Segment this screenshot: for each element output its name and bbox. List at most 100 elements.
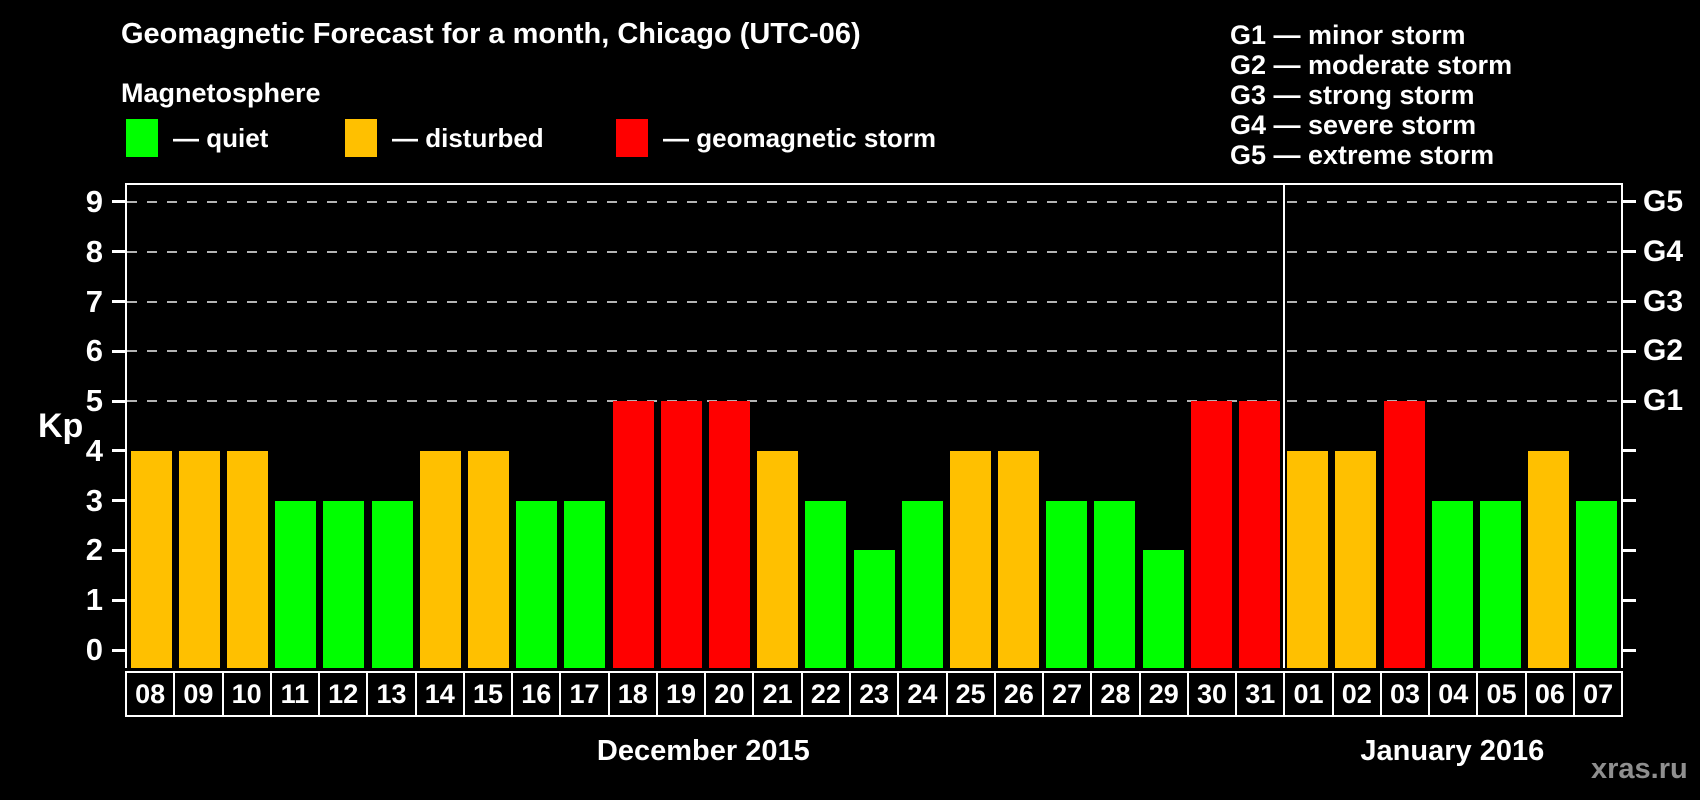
day-label: 01 <box>1283 671 1334 717</box>
kp-bar-day-07 <box>1576 500 1618 668</box>
kp-bar-day-03 <box>1383 401 1425 668</box>
x-axis-day-labels: 08 09 10 11 12 13 14 15 16 17 18 19 20 21 22 23 24 25 26 27… <box>125 671 1624 717</box>
quiet-color-swatch <box>126 119 158 157</box>
y-axis-tick-label: 9 <box>85 183 103 219</box>
day-label: 20 <box>704 671 755 717</box>
kp-bar-day-19 <box>660 401 702 668</box>
kp-bar-day-12 <box>323 500 365 668</box>
disturbed-color-swatch <box>345 119 377 157</box>
day-label: 13 <box>366 671 417 717</box>
legend-item-disturbed: — disturbed <box>345 117 544 159</box>
kp-bar-day-22 <box>805 500 847 668</box>
kp-bar-day-24 <box>901 500 943 668</box>
kp-bar-day-20 <box>708 401 750 668</box>
y-axis-tick-right <box>1623 499 1636 503</box>
day-label: 04 <box>1428 671 1479 717</box>
day-label: 25 <box>945 671 996 717</box>
day-label: 21 <box>752 671 803 717</box>
day-label: 11 <box>269 671 321 717</box>
kp-bar-day-21 <box>757 450 799 668</box>
kp-bar-day-30 <box>1190 401 1232 668</box>
y-axis-tick-label: 0 <box>85 632 103 667</box>
kp-bar-day-13 <box>371 500 413 668</box>
y-axis-tick-label: 8 <box>85 233 103 269</box>
day-label: 28 <box>1090 671 1141 717</box>
day-label: 17 <box>559 671 610 717</box>
y-axis-tick-left <box>112 598 125 602</box>
day-label: 29 <box>1138 671 1189 717</box>
y-axis-tick-right <box>1623 449 1636 453</box>
month-separator-line <box>1282 185 1285 668</box>
day-label: 09 <box>173 671 224 717</box>
y-axis-tick-left <box>112 250 125 254</box>
kp-bar-day-27 <box>1046 500 1088 668</box>
y-axis-title: Kp <box>38 407 84 445</box>
gridline-kp6 <box>127 350 1621 353</box>
gridline-kp7 <box>127 300 1621 303</box>
y-axis-tick-left <box>112 548 125 552</box>
gridline-kp8 <box>127 250 1621 253</box>
y-axis-tick-left <box>112 349 125 353</box>
chart-title: Geomagnetic Forecast for a month, Chicag… <box>121 18 861 50</box>
kp-bar-day-06 <box>1528 450 1570 668</box>
day-label: 05 <box>1476 671 1527 717</box>
kp-bar-day-18 <box>612 401 654 668</box>
kp-bar-day-10 <box>226 450 268 668</box>
y-axis-tick-label: 6 <box>85 333 103 369</box>
y-axis-tick-right <box>1623 349 1636 353</box>
g-scale-legend-line: G4 — severe storm <box>1230 110 1477 140</box>
day-label: 19 <box>655 671 707 717</box>
kp-bar-day-29 <box>1142 550 1184 668</box>
y-axis-tick-right <box>1623 648 1636 652</box>
y-axis-tick-label: 4 <box>85 432 103 468</box>
kp-bar-day-23 <box>853 550 895 668</box>
legend-label-quiet: — quiet <box>173 122 269 153</box>
kp-bar-day-25 <box>949 450 991 668</box>
y-axis-tick-left <box>112 499 125 503</box>
g-scale-legend-line: G5 — extreme storm <box>1230 140 1495 170</box>
y-axis-tick-label: 7 <box>85 283 103 319</box>
legend-label-storm: — geomagnetic storm <box>663 122 937 153</box>
kp-bar-day-14 <box>419 450 461 668</box>
day-label: 24 <box>897 671 948 717</box>
legend-item-quiet: — quiet <box>126 117 268 159</box>
y-axis-tick-right <box>1623 300 1636 304</box>
plot-area: 0 1 2 3 4 5 6 7 8 9 G1 G2 G3 G4 G5 <box>86 183 1683 668</box>
day-label: 15 <box>462 671 514 717</box>
day-label: 06 <box>1524 671 1575 717</box>
y-axis-tick-left <box>112 200 125 204</box>
kp-bar-day-17 <box>564 500 606 668</box>
month-label: January 2016 <box>1360 735 1545 767</box>
g-scale-legend-line: G2 — moderate storm <box>1230 50 1513 80</box>
y-axis-tick-right <box>1623 399 1636 403</box>
kp-bar-day-09 <box>178 450 220 668</box>
kp-bar-day-04 <box>1431 500 1473 668</box>
day-label: 14 <box>414 671 465 717</box>
day-label: 26 <box>993 671 1045 717</box>
y-axis-tick-label: 5 <box>85 383 103 419</box>
kp-bar-day-08 <box>130 450 172 668</box>
kp-bar-day-01 <box>1287 450 1329 668</box>
y-axis-tick-left <box>112 648 125 652</box>
storm-color-swatch <box>616 119 648 157</box>
g-scale-axis-label-g2: G2 <box>1643 334 1684 368</box>
day-label: 22 <box>800 671 851 717</box>
legend-item-storm: — geomagnetic storm <box>616 117 936 159</box>
g-scale-axis-label-g4: G4 <box>1643 234 1684 268</box>
kp-bar-day-28 <box>1094 500 1136 668</box>
y-axis-tick-left <box>112 399 125 403</box>
legend-label-disturbed: — disturbed <box>392 122 544 153</box>
g-scale-axis-label-g3: G3 <box>1643 284 1684 318</box>
day-label: 12 <box>318 671 369 717</box>
y-axis-tick-label: 2 <box>85 532 103 568</box>
day-label: 23 <box>848 671 900 717</box>
day-label: 27 <box>1042 671 1093 717</box>
y-axis-tick-right <box>1623 200 1636 204</box>
kp-bar-day-11 <box>275 500 317 668</box>
day-label: 08 <box>125 671 176 717</box>
gridline-kp9 <box>127 200 1621 203</box>
kp-bar-day-15 <box>467 450 509 668</box>
kp-bar-day-16 <box>516 500 558 668</box>
y-axis-tick-right <box>1623 598 1636 602</box>
kp-bar-day-02 <box>1335 450 1377 668</box>
